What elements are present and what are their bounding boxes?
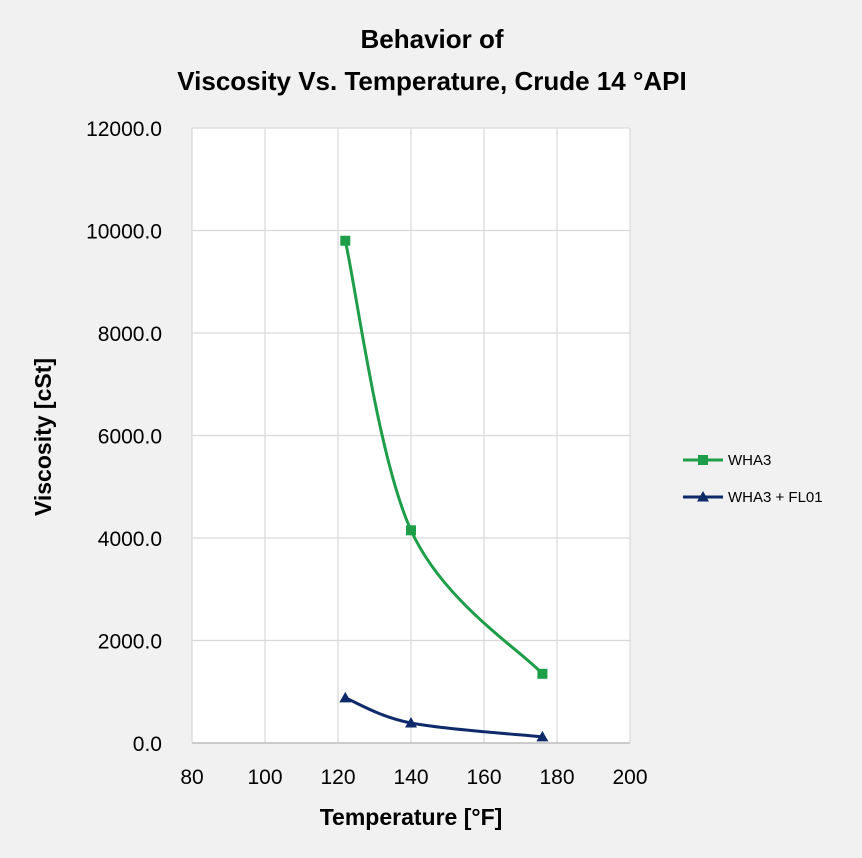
x-tick-label: 200	[612, 766, 647, 789]
legend-item: WHA3 + FL01	[683, 489, 823, 506]
data-point	[405, 717, 417, 728]
x-tick-label: 100	[247, 766, 282, 789]
y-tick-label: 2000.0	[98, 631, 162, 654]
y-tick-label: 6000.0	[98, 426, 162, 449]
chart-title-line-2: Viscosity Vs. Temperature, Crude 14 °API	[177, 66, 686, 96]
y-tick-label: 10000.0	[86, 221, 162, 244]
legend-item: WHA3	[683, 452, 771, 469]
x-tick-label: 120	[320, 766, 355, 789]
legend-label: WHA3 + FL01	[728, 489, 823, 506]
data-point	[406, 525, 416, 536]
series-1	[339, 691, 549, 742]
x-tick-label: 140	[393, 766, 428, 789]
data-point	[340, 235, 351, 246]
data-point	[536, 730, 549, 742]
legend-label: WHA3	[728, 452, 771, 469]
x-tick-label: 160	[466, 766, 501, 789]
y-axis-title: Viscosity [cSt]	[30, 358, 56, 516]
series-layer	[339, 235, 549, 742]
x-axis-title: Temperature [°F]	[320, 804, 503, 830]
y-tick-label: 8000.0	[98, 323, 162, 346]
data-point	[339, 691, 352, 703]
legend: WHA3 WHA3 + FL01	[683, 452, 823, 506]
y-tick-label: 12000.0	[86, 118, 162, 141]
x-tick-label: 80	[180, 766, 203, 789]
legend-marker	[698, 455, 708, 465]
tick-labels: 80 100 120 140 160 180 2000.02000.04000.06000.…	[86, 118, 647, 789]
legend-marker	[697, 491, 709, 502]
series-0	[340, 235, 548, 679]
y-tick-label: 4000.0	[98, 528, 162, 551]
x-tick-label: 180	[539, 766, 574, 789]
series-line	[343, 240, 544, 675]
data-point	[537, 668, 548, 679]
series-line	[344, 696, 543, 739]
y-tick-label: 0.0	[133, 733, 162, 756]
chart-title-line-1: Behavior of	[360, 24, 503, 54]
